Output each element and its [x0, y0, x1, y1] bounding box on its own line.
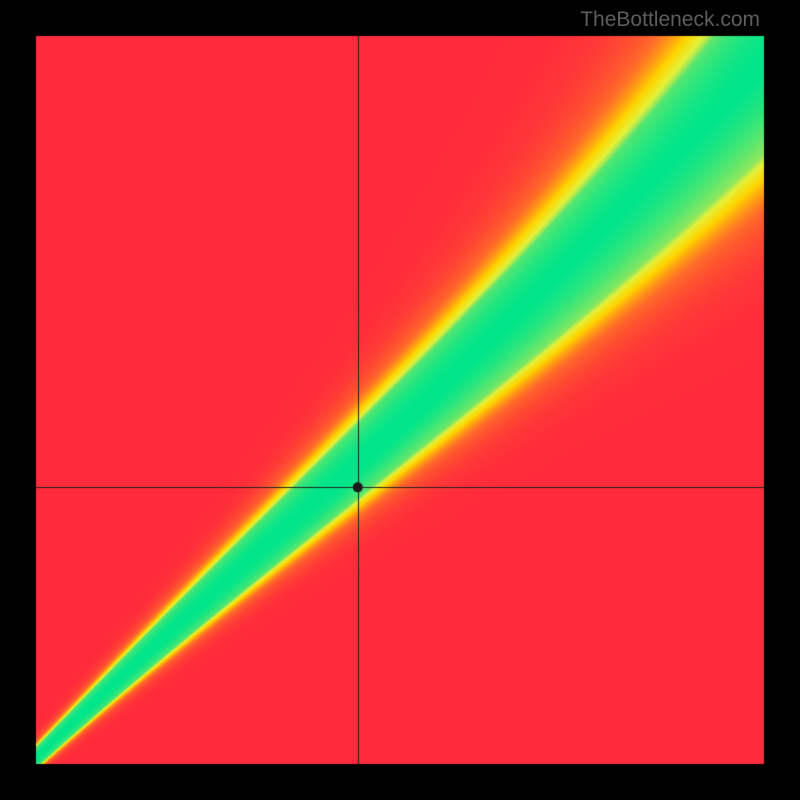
chart-container: TheBottleneck.com: [0, 0, 800, 800]
watermark-text: TheBottleneck.com: [580, 8, 760, 32]
heatmap-canvas: [0, 0, 800, 800]
